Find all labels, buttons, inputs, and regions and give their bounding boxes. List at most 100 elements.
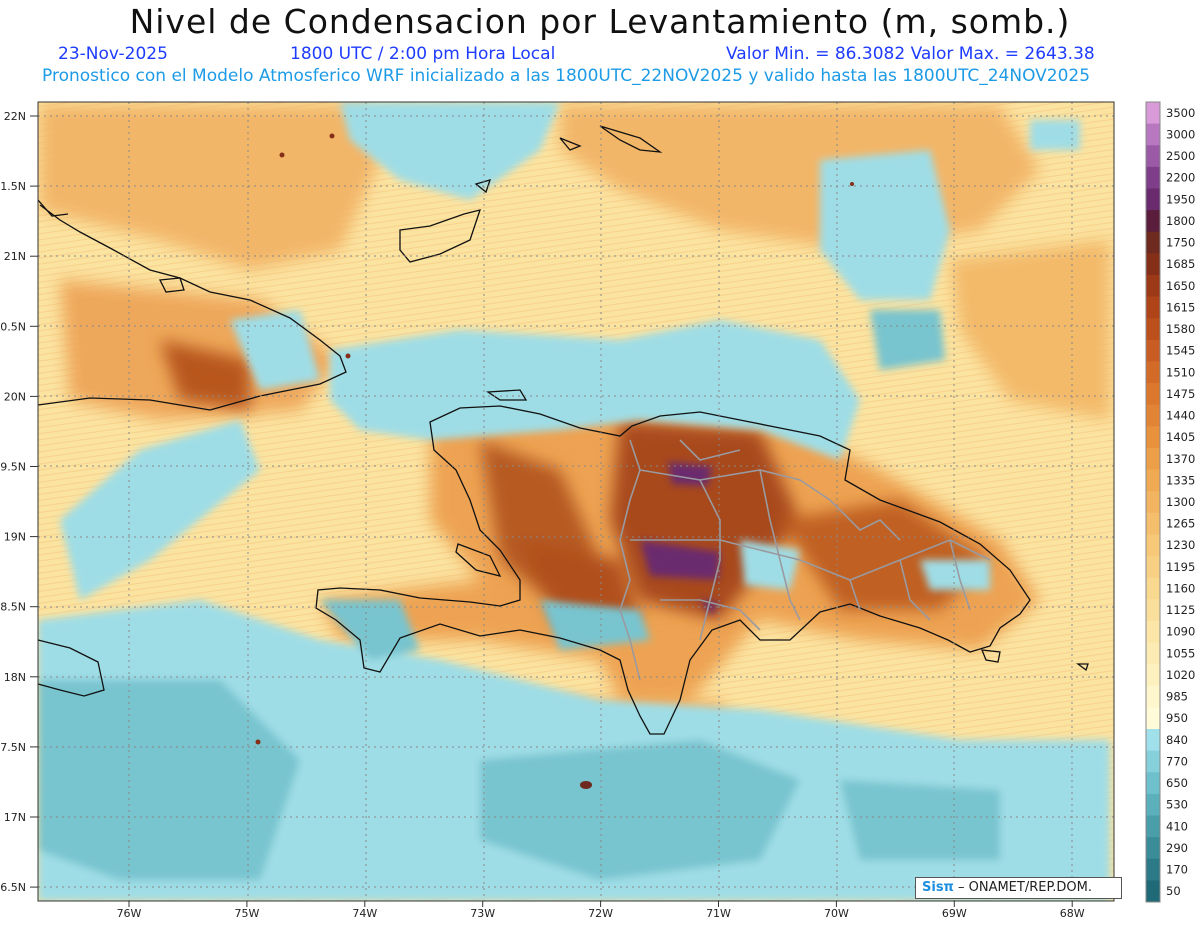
lon-tick-label: 74W xyxy=(352,907,377,920)
colorbar-swatch xyxy=(1146,123,1160,146)
graticule xyxy=(38,102,1114,901)
colorbar-swatch xyxy=(1146,837,1160,860)
colorbar-swatch xyxy=(1146,274,1160,298)
lat-tick-label: 7.5N xyxy=(0,741,26,754)
colorbar-swatch xyxy=(1146,512,1160,535)
colorbar-label: 1090 xyxy=(1166,625,1195,639)
colorbar-swatch xyxy=(1146,102,1160,125)
colorbar-swatch xyxy=(1146,296,1160,319)
lat-tick-label: 6.5N xyxy=(0,881,26,894)
colorbar-swatch xyxy=(1146,577,1160,600)
lat-tick-label: 19N xyxy=(4,531,26,544)
colorbar-swatch xyxy=(1146,534,1160,557)
tortuga-coast xyxy=(486,389,528,401)
jamaica-coast xyxy=(37,639,105,697)
colorbar-label: 1335 xyxy=(1166,473,1195,487)
colorbar-swatch xyxy=(1146,145,1160,168)
colorbar-label: 840 xyxy=(1166,733,1188,747)
colorbar-label: 1405 xyxy=(1166,430,1195,444)
hispaniola-coast xyxy=(315,405,1031,735)
lat-tick-label: 1.5N xyxy=(0,180,26,193)
lat-tick-label: 8.5N xyxy=(0,601,26,614)
sispi-logo: Sisπ xyxy=(922,880,954,895)
colorbar-label: 770 xyxy=(1166,754,1188,768)
colorbar-swatch xyxy=(1146,210,1160,233)
lon-tick-label: 72W xyxy=(588,907,613,920)
mona-coast xyxy=(1076,663,1089,672)
colorbar-swatch xyxy=(1146,231,1160,254)
province-borders xyxy=(619,439,991,681)
cyan-regions xyxy=(38,102,1110,901)
colorbar-swatch xyxy=(1146,750,1160,773)
colorbar-label: 1160 xyxy=(1166,581,1195,595)
lat-tick-label: 18N xyxy=(4,671,26,684)
cuba-coast xyxy=(37,204,347,411)
lon-tick-label: 73W xyxy=(470,907,495,920)
colorbar-label: 290 xyxy=(1166,841,1188,855)
colorbar-label: 1440 xyxy=(1166,409,1195,423)
colorbar-label: 1685 xyxy=(1166,257,1195,271)
dark-spots xyxy=(255,133,854,789)
colorbar-label: 1580 xyxy=(1166,322,1195,336)
map-frame xyxy=(37,101,1115,902)
colorbar-label: 50 xyxy=(1166,884,1181,898)
lat-tick-label: 22N xyxy=(4,110,26,123)
cay-coast xyxy=(559,137,582,151)
colorbar-label: 985 xyxy=(1166,690,1188,704)
lat-tick-label: 20N xyxy=(4,390,26,403)
colorbar-swatch xyxy=(1146,642,1160,665)
colorbar-swatch xyxy=(1146,318,1160,341)
colorbar-swatch xyxy=(1146,361,1160,384)
coastlines xyxy=(37,125,1089,735)
gonave-coast xyxy=(455,543,502,577)
colorbar-label: 1510 xyxy=(1166,365,1195,379)
forecast-description: Pronostico con el Modelo Atmosferico WRF… xyxy=(42,66,1091,86)
colorbar-label: 170 xyxy=(1166,863,1188,877)
colorbar-label: 410 xyxy=(1166,819,1188,833)
colorbar-swatch xyxy=(1146,426,1160,449)
credit-text: – ONAMET/REP.DOM. xyxy=(957,880,1093,895)
colorbar-swatch xyxy=(1146,383,1160,406)
colorbar-swatch xyxy=(1146,166,1160,189)
lon-tick-label: 68W xyxy=(1060,907,1085,920)
colorbar-swatch xyxy=(1146,685,1160,708)
lon-tick-label: 76W xyxy=(117,907,142,920)
colorbar-label: 1650 xyxy=(1166,279,1195,293)
colorbar-label: 3000 xyxy=(1166,127,1195,141)
colorbar-swatch xyxy=(1146,880,1160,903)
colorbar-label: 650 xyxy=(1166,776,1188,790)
colorbar-label: 1475 xyxy=(1166,387,1195,401)
colorbar: 3500 3000 2500 2200 1950 1800 1750 1685 1650 1615… xyxy=(1145,101,1195,903)
lat-tick-label: 0.5N xyxy=(0,320,26,333)
lat-tick-label: 9.5N xyxy=(0,461,26,474)
colorbar-label: 1750 xyxy=(1166,236,1195,250)
colorbar-label: 1800 xyxy=(1166,214,1195,228)
inagua-coast xyxy=(399,209,481,263)
island-coast xyxy=(158,277,185,293)
island-coast xyxy=(37,199,69,217)
colorbar-label: 1300 xyxy=(1166,495,1195,509)
caicos-coast xyxy=(599,125,663,153)
colorbar-label: 1230 xyxy=(1166,538,1195,552)
colorbar-label: 2200 xyxy=(1166,171,1195,185)
colorbar-swatch xyxy=(1146,556,1160,579)
colorbar-swatch xyxy=(1146,339,1160,362)
latitude-axis: 22N 1.5N 21N 0.5N 20N 9.5N 19N 8.5N 18N 7.5N 17N 6.… xyxy=(0,110,38,894)
colorbar-label: 1615 xyxy=(1166,300,1195,314)
lon-tick-label: 71W xyxy=(706,907,731,920)
lat-tick-label: 17N xyxy=(4,811,26,824)
colorbar-label: 1020 xyxy=(1166,668,1195,682)
min-max-values: Valor Min. = 86.3082 Valor Max. = 2643.3… xyxy=(726,44,1095,64)
colorbar-label: 1195 xyxy=(1166,560,1195,574)
colorbar-label: 1125 xyxy=(1166,603,1195,617)
colorbar-swatch xyxy=(1146,858,1160,881)
map-title: Nivel de Condensacion por Levantamiento … xyxy=(129,2,1071,41)
lon-tick-label: 69W xyxy=(942,907,967,920)
colorbar-label: 3500 xyxy=(1166,106,1195,120)
colorbar-label: 1265 xyxy=(1166,517,1195,531)
colorbar-label: 530 xyxy=(1166,798,1188,812)
colorbar-swatch xyxy=(1146,469,1160,492)
colorbar-swatch xyxy=(1146,729,1160,752)
colorbar-swatch xyxy=(1146,491,1160,514)
